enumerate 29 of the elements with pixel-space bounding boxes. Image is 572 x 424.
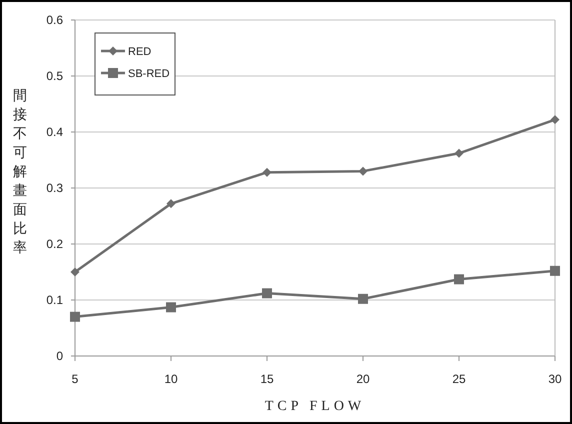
point bbox=[166, 302, 176, 312]
y-tick-label: 0.6 bbox=[46, 13, 64, 27]
y-tick-label: 0 bbox=[56, 349, 64, 363]
x-axis-title: TCP FLOW bbox=[264, 399, 366, 414]
point bbox=[454, 148, 464, 158]
legend-label: SB-RED bbox=[128, 68, 170, 80]
y-tick-label: 0.3 bbox=[46, 181, 64, 195]
y-tick-label: 0.4 bbox=[46, 125, 64, 139]
point bbox=[166, 199, 176, 208]
point bbox=[454, 274, 464, 284]
point bbox=[70, 268, 80, 276]
x-tick-label: 10 bbox=[164, 372, 178, 386]
legend-label: RED bbox=[128, 46, 152, 58]
x-tick-label: 20 bbox=[356, 372, 370, 386]
x-tick-label: 25 bbox=[452, 372, 466, 386]
x-tick-label: 5 bbox=[72, 372, 79, 386]
y-tick-label: 0.2 bbox=[46, 237, 64, 251]
point bbox=[358, 166, 368, 176]
point bbox=[550, 266, 560, 276]
point bbox=[358, 294, 368, 304]
y-tick-label: 0.5 bbox=[46, 69, 64, 83]
x-tick-label: 15 bbox=[260, 372, 274, 386]
text: 間接不可解畫面比率 bbox=[13, 88, 27, 256]
point bbox=[262, 288, 272, 298]
x-tick-label: 30 bbox=[548, 372, 562, 386]
y-tick-label: 0.1 bbox=[46, 293, 64, 307]
point bbox=[70, 312, 80, 322]
point bbox=[550, 115, 560, 124]
point bbox=[262, 168, 272, 177]
